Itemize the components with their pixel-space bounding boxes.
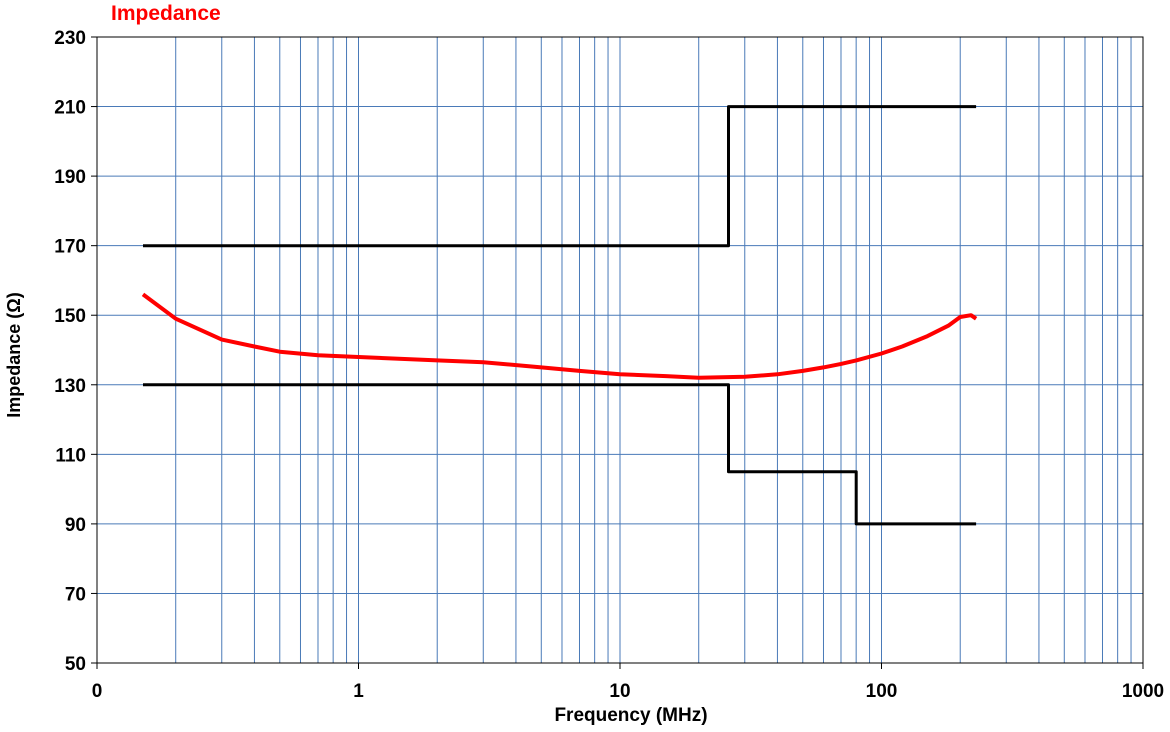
x-axis-label: Frequency (MHz)	[554, 705, 707, 726]
series-layer	[141, 105, 978, 526]
x-tick-label: 100	[866, 681, 898, 702]
series-line-1	[141, 292, 978, 380]
series-line-3	[143, 383, 977, 526]
y-tick-label: 50	[65, 654, 86, 675]
chart-title: Impedance	[111, 2, 221, 25]
y-tick-label: 170	[54, 237, 86, 258]
y-tick-label: 130	[54, 376, 86, 397]
y-tick-label: 190	[54, 167, 86, 188]
y-tick-label: 70	[65, 584, 86, 605]
y-axis-label: Impedance (Ω)	[4, 292, 24, 417]
x-tick-label: 0	[92, 681, 103, 702]
y-tick-label: 90	[65, 515, 86, 536]
x-tick-label: 1	[353, 681, 364, 702]
y-tick-label: 230	[54, 28, 86, 49]
series-line-2	[143, 105, 977, 248]
x-tick-label: 1000	[1122, 681, 1164, 702]
y-tick-label: 110	[55, 445, 86, 466]
grid	[96, 36, 1144, 664]
x-tick-label: 10	[609, 681, 630, 702]
y-tick-label: 210	[54, 98, 86, 119]
y-tick-label: 150	[54, 306, 86, 327]
